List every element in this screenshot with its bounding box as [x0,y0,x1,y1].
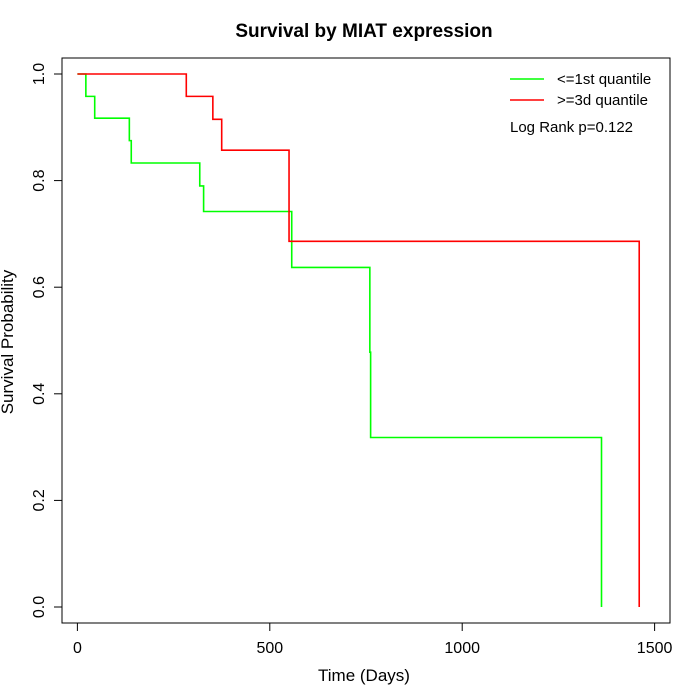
series-layer [77,73,641,608]
legend-label: >=3d quantile [557,92,648,109]
y-axis: 0.0 0.2 0.4 0.6 0.8 1.0 [31,63,63,618]
x-tick-label: 1500 [637,640,673,657]
x-tick-label: 1000 [444,640,480,657]
y-tick-label: 0.8 [31,169,48,191]
chart-title: Survival by MIAT expression [235,21,492,42]
y-tick-label: 0.2 [31,489,48,511]
y-tick-label: 0.6 [31,276,48,298]
log-rank-annotation: Log Rank p=0.122 [510,119,633,136]
x-axis-label: Time (Days) [318,666,410,685]
y-tick-label: 0.4 [31,383,48,405]
legend: <=1st quantile >=3d quantile [510,71,651,109]
y-tick-label: 1.0 [31,63,48,85]
survival-curve-1 [77,73,603,608]
survival-curve-2 [77,73,641,608]
y-axis-label: Survival Probability [0,269,17,414]
y-tick-label: 0.0 [31,596,48,618]
legend-label: <=1st quantile [557,71,651,88]
x-tick-label: 500 [256,640,283,657]
x-tick-label: 0 [73,640,82,657]
plot-frame [61,57,671,624]
x-axis: 0 500 1000 1500 [73,622,673,657]
